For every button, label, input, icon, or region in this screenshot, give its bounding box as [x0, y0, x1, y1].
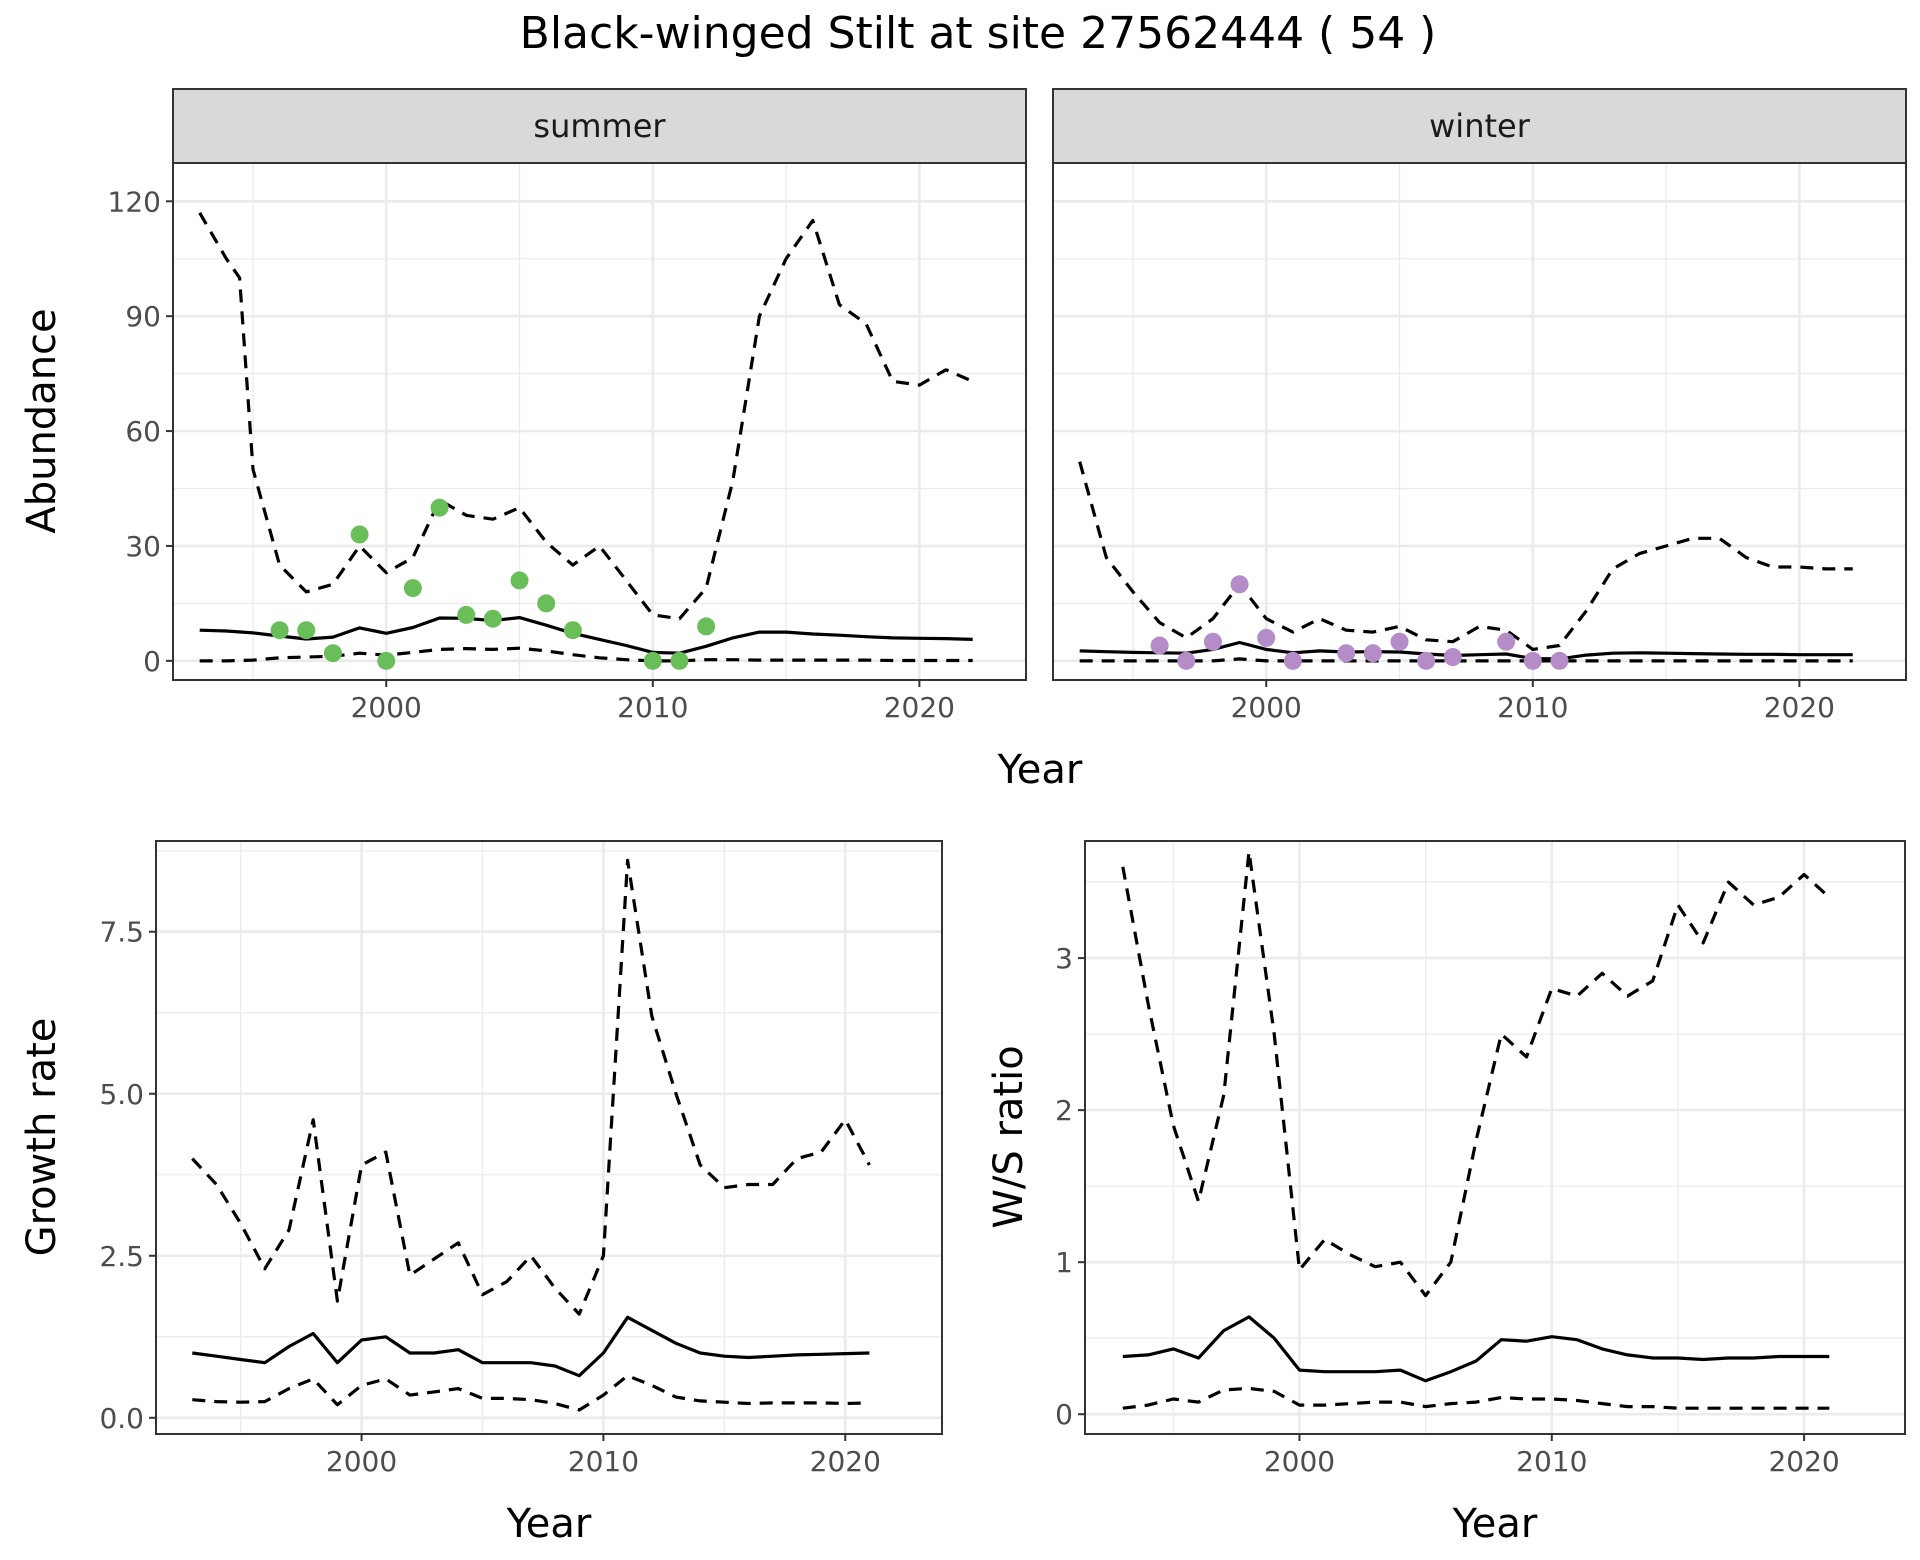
- observed-point: [643, 651, 662, 670]
- observed-point: [350, 525, 369, 544]
- lower-ci-line: [1122, 1386, 1830, 1410]
- upper-ci-line: [1078, 461, 1853, 651]
- y-tick-label: 1: [1055, 1246, 1073, 1279]
- facet-strip-label: summer: [533, 107, 666, 145]
- y-tick-label: 90: [125, 300, 161, 333]
- facet-panel-winter: winter 2000 2010 2020: [1052, 88, 1907, 724]
- estimate-line: [1122, 1315, 1830, 1383]
- observed-point: [1443, 648, 1462, 667]
- facet-panel-summer: summer 2000 2010 2020 0 30 60 90 120: [108, 88, 1027, 724]
- facet-strip: [1052, 88, 1907, 164]
- facet-strip-label: winter: [1429, 107, 1531, 145]
- upper-ci-line: [191, 858, 871, 1316]
- x-tick-label: 2000: [326, 1445, 397, 1478]
- x-tick-label: 2000: [1231, 691, 1302, 724]
- x-axis-title: Year: [997, 747, 1083, 793]
- observed-point: [1337, 644, 1356, 663]
- y-axis-title: Growth rate: [19, 1018, 65, 1257]
- observed-point: [1523, 651, 1542, 670]
- observed-point: [483, 609, 502, 628]
- lower-ci-line: [192, 1374, 870, 1412]
- x-tick-label: 2020: [1768, 1445, 1839, 1478]
- ws-ratio-chart: 2000 2010 2020 0 1 2 3 Year W/S ratio: [986, 840, 1906, 1547]
- observed-point: [670, 651, 689, 670]
- observed-point: [1230, 575, 1249, 594]
- figure-title: Black-winged Stilt at site 27562444 ( 54…: [520, 8, 1437, 59]
- observed-point: [697, 617, 716, 636]
- x-tick-label: 2000: [351, 691, 422, 724]
- y-tick-label: 0: [143, 645, 161, 678]
- facet-strip: [172, 88, 1027, 164]
- y-tick-label: 30: [125, 530, 161, 563]
- panel-background: [156, 841, 942, 1434]
- observed-point: [323, 644, 342, 663]
- upper-ci-line: [198, 211, 974, 621]
- x-tick-label: 2000: [1264, 1445, 1335, 1478]
- observed-point: [1363, 644, 1382, 663]
- observed-point: [457, 605, 476, 624]
- y-tick-label: 0: [1055, 1398, 1073, 1431]
- x-tick-label: 2010: [617, 691, 688, 724]
- observed-point: [1497, 632, 1516, 651]
- x-tick-label: 2010: [1497, 691, 1568, 724]
- y-tick-label: 3: [1055, 942, 1073, 975]
- observed-point: [1203, 632, 1222, 651]
- estimate-line: [1079, 640, 1853, 661]
- y-tick-label: 5.0: [99, 1078, 144, 1111]
- x-tick-label: 2020: [1764, 691, 1835, 724]
- panel-background: [173, 163, 1026, 680]
- y-tick-label: 2: [1055, 1094, 1073, 1127]
- y-tick-label: 60: [125, 415, 161, 448]
- observed-point: [1390, 632, 1409, 651]
- panel-border: [155, 840, 943, 1435]
- abundance-chart: summer 2000 2010 2020 0 30 60 90 120 winter 2000 20…: [19, 88, 1907, 793]
- observed-point: [1257, 628, 1276, 647]
- panel-background: [1053, 163, 1906, 680]
- growth-rate-chart: 2000 2010 2020 0.0 2.5 5.0 7.5 Year Growth rate: [19, 840, 943, 1547]
- lower-ci-line: [1079, 657, 1853, 663]
- x-tick-label: 2020: [810, 1445, 881, 1478]
- x-tick-label: 2010: [1516, 1445, 1587, 1478]
- upper-ci-line: [1121, 850, 1831, 1298]
- observed-point: [563, 621, 582, 640]
- observed-point: [430, 498, 449, 517]
- observed-point: [1283, 651, 1302, 670]
- x-axis-title: Year: [506, 1501, 592, 1547]
- observed-point: [537, 594, 556, 613]
- observed-point: [270, 621, 289, 640]
- x-axis-title: Year: [1452, 1501, 1538, 1547]
- y-axis-title: Abundance: [19, 308, 65, 533]
- observed-point: [1550, 651, 1569, 670]
- estimate-line: [192, 1315, 870, 1378]
- y-tick-label: 120: [108, 185, 161, 218]
- observed-point: [297, 621, 316, 640]
- observed-point: [1417, 651, 1436, 670]
- observed-point: [510, 571, 529, 590]
- estimate-line: [199, 616, 973, 655]
- observed-point: [377, 651, 396, 670]
- observed-point: [1150, 636, 1169, 655]
- observed-point: [403, 579, 422, 598]
- y-axis-title: W/S ratio: [986, 1045, 1032, 1228]
- x-tick-label: 2020: [884, 691, 955, 724]
- y-tick-label: 0.0: [99, 1402, 144, 1435]
- panel-border: [1084, 840, 1906, 1435]
- observed-point: [1177, 651, 1196, 670]
- lower-ci-line: [199, 646, 973, 663]
- y-tick-label: 7.5: [99, 916, 144, 949]
- y-tick-label: 2.5: [99, 1240, 144, 1273]
- x-tick-label: 2010: [568, 1445, 639, 1478]
